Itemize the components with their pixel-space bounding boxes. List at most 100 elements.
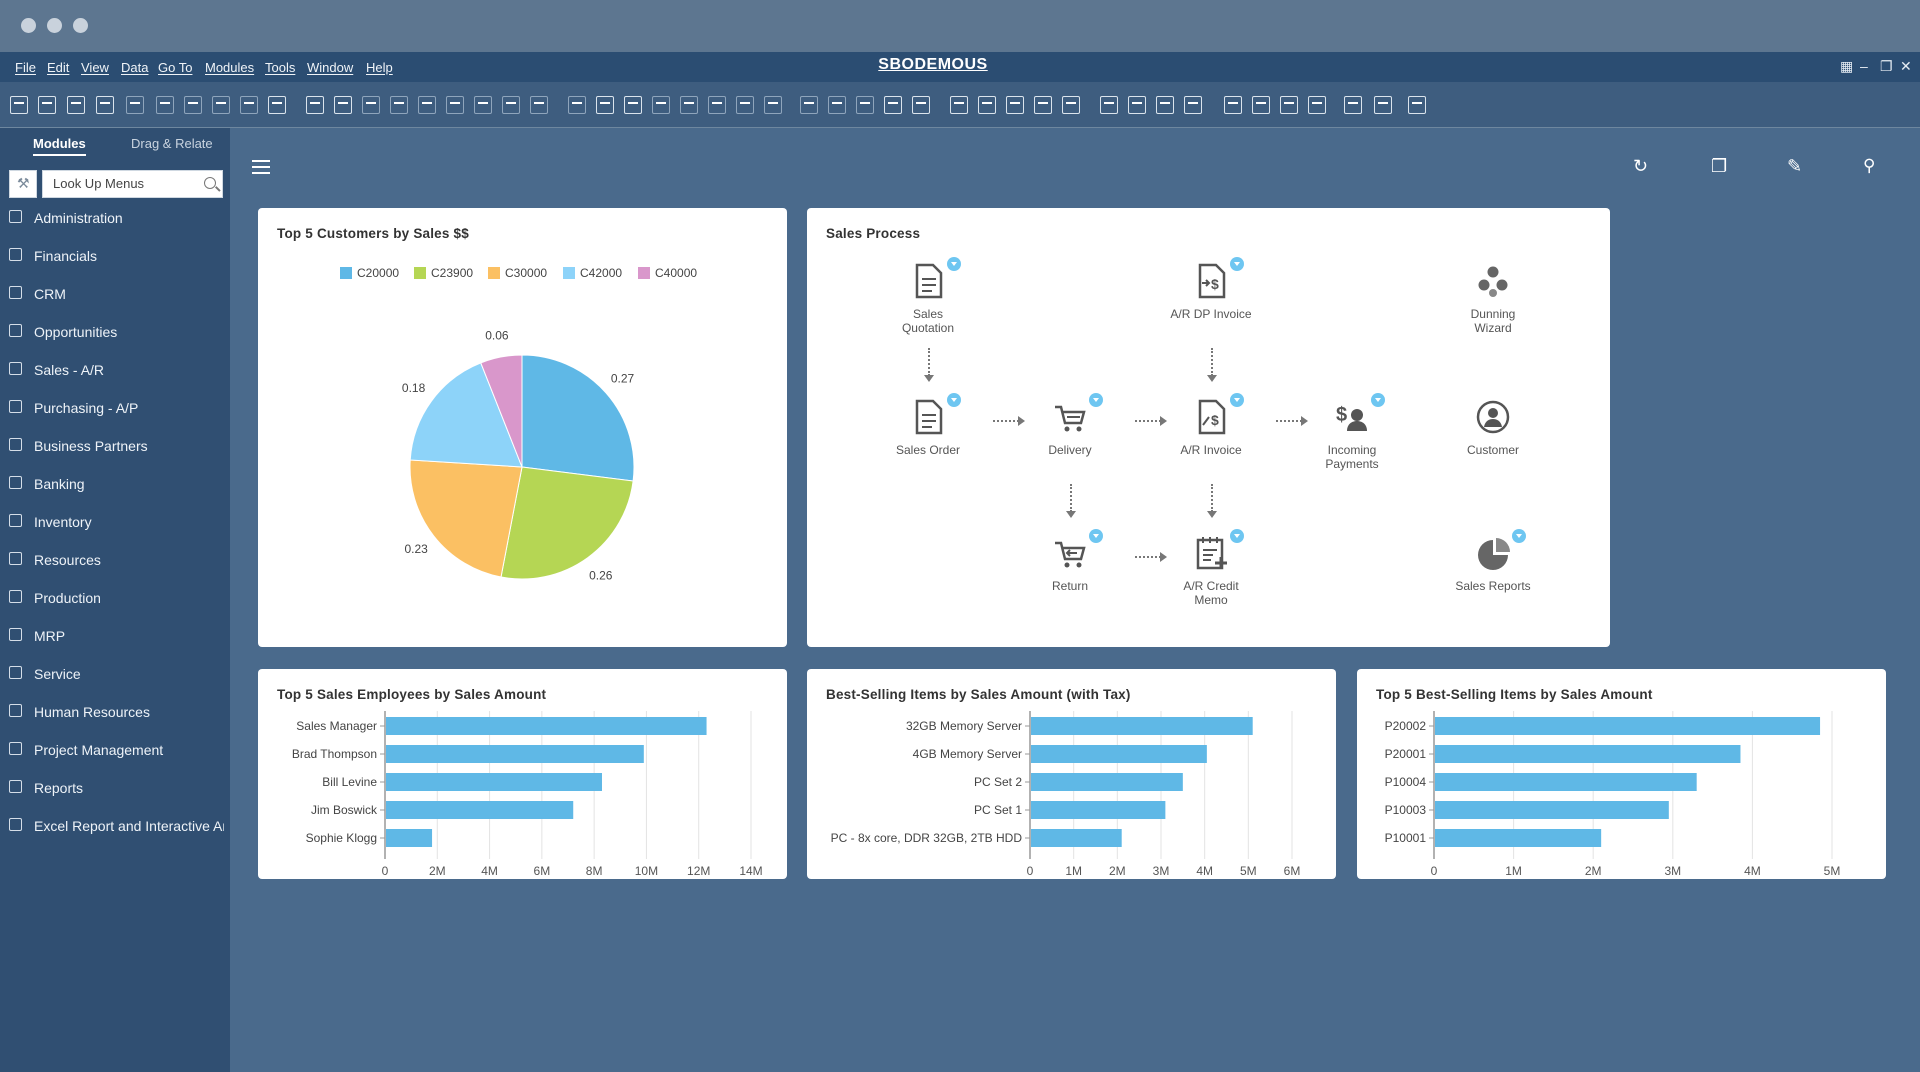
dropdown-badge-icon[interactable] [1230, 257, 1244, 271]
sidebar-item[interactable]: Sales - A/R [0, 354, 230, 384]
toolbar-tool-icon[interactable] [1374, 96, 1392, 114]
dropdown-badge-icon[interactable] [1089, 529, 1103, 543]
dropdown-badge-icon[interactable] [1089, 393, 1103, 407]
toolbar-tool-icon[interactable] [708, 96, 726, 114]
sidebar-item[interactable]: Financials [0, 240, 230, 270]
window-zoom-dot[interactable] [73, 18, 88, 33]
toolbar-tool-icon[interactable] [1006, 96, 1024, 114]
menu-tools[interactable]: Tools [265, 60, 296, 75]
tab-drag-relate[interactable]: Drag & Relate [131, 136, 213, 151]
sidebar-item[interactable]: Service [0, 658, 230, 688]
lookup-tool-button[interactable]: ⚒ [9, 170, 37, 198]
toolbar-tool-icon[interactable] [96, 96, 114, 114]
toolbar-tool-icon[interactable] [474, 96, 492, 114]
node-ar-dp-invoice[interactable]: $ A/R DP Invoice [1156, 257, 1266, 321]
toolbar-tool-icon[interactable] [268, 96, 286, 114]
legend-item[interactable]: C42000 [563, 266, 622, 280]
toolbar-tool-icon[interactable] [1280, 96, 1298, 114]
toolbar-tool-icon[interactable] [950, 96, 968, 114]
menu-go-to[interactable]: Go To [158, 60, 193, 75]
toolbar-tool-icon[interactable] [596, 96, 614, 114]
legend-item[interactable]: C23900 [414, 266, 473, 280]
toolbar-tool-icon[interactable] [828, 96, 846, 114]
toolbar-tool-icon[interactable] [334, 96, 352, 114]
node-return[interactable]: Return [1015, 529, 1125, 593]
toolbar-tool-icon[interactable] [1062, 96, 1080, 114]
copy-icon[interactable]: ❐ [1711, 156, 1728, 176]
dropdown-badge-icon[interactable] [1230, 393, 1244, 407]
hamburger-menu-icon[interactable] [252, 160, 270, 174]
toolbar-tool-icon[interactable] [800, 96, 818, 114]
toolbar-tool-icon[interactable] [10, 96, 28, 114]
toolbar-tool-icon[interactable] [126, 96, 144, 114]
dropdown-badge-icon[interactable] [1230, 529, 1244, 543]
sidebar-item[interactable]: Opportunities [0, 316, 230, 346]
sidebar-item[interactable]: Production [0, 582, 230, 612]
node-customer[interactable]: Customer [1438, 399, 1548, 457]
node-dunning-wizard[interactable]: Dunning Wizard [1438, 263, 1548, 335]
toolbar-tool-icon[interactable] [884, 96, 902, 114]
node-delivery[interactable]: Delivery [1015, 393, 1125, 457]
edit-pencil-icon[interactable]: ✎ [1787, 156, 1803, 176]
window-minimize-icon[interactable]: – [1860, 58, 1868, 74]
menu-modules[interactable]: Modules [205, 60, 255, 75]
toolbar-tool-icon[interactable] [1034, 96, 1052, 114]
sidebar-item[interactable]: Purchasing - A/P [0, 392, 230, 422]
toolbar-tool-icon[interactable] [156, 96, 174, 114]
lookup-menus-field[interactable] [42, 170, 223, 198]
sidebar-item[interactable]: Excel Report and Interactive Analysis [0, 810, 230, 840]
toolbar-tool-icon[interactable] [1344, 96, 1362, 114]
toolbar-tool-icon[interactable] [390, 96, 408, 114]
menu-file[interactable]: File [15, 60, 36, 75]
dropdown-badge-icon[interactable] [1512, 529, 1526, 543]
dropdown-badge-icon[interactable] [947, 393, 961, 407]
toolbar-tool-icon[interactable] [1184, 96, 1202, 114]
toolbar-tool-icon[interactable] [680, 96, 698, 114]
window-close-dot[interactable] [21, 18, 36, 33]
sidebar-item[interactable]: Human Resources [0, 696, 230, 726]
node-ar-invoice[interactable]: $ A/R Invoice [1156, 393, 1266, 457]
toolbar-tool-icon[interactable] [67, 96, 85, 114]
menu-view[interactable]: View [81, 60, 109, 75]
toolbar-tool-icon[interactable] [530, 96, 548, 114]
menu-data[interactable]: Data [121, 60, 149, 75]
toolbar-tool-icon[interactable] [1100, 96, 1118, 114]
sidebar-item[interactable]: Administration [0, 202, 230, 232]
toolbar-tool-icon[interactable] [502, 96, 520, 114]
node-ar-credit-memo[interactable]: A/R Credit Memo [1156, 529, 1266, 607]
sidebar-item[interactable]: Banking [0, 468, 230, 498]
sidebar-item[interactable]: Reports [0, 772, 230, 802]
toolbar-tool-icon[interactable] [736, 96, 754, 114]
toolbar-tool-icon[interactable] [1156, 96, 1174, 114]
lookup-menus-input[interactable] [53, 176, 193, 191]
toolbar-tool-icon[interactable] [184, 96, 202, 114]
search-icon[interactable]: ⚲ [1863, 156, 1876, 175]
toolbar-tool-icon[interactable] [1128, 96, 1146, 114]
toolbar-tool-icon[interactable] [568, 96, 586, 114]
node-sales-order[interactable]: Sales Order [873, 393, 983, 457]
toolbar-tool-icon[interactable] [240, 96, 258, 114]
sidebar-item[interactable]: CRM [0, 278, 230, 308]
menu-help[interactable]: Help [366, 60, 393, 75]
sidebar-item[interactable]: Business Partners [0, 430, 230, 460]
tab-modules[interactable]: Modules [33, 136, 86, 156]
window-minimize-dot[interactable] [47, 18, 62, 33]
toolbar-tool-icon[interactable] [446, 96, 464, 114]
legend-item[interactable]: C40000 [638, 266, 697, 280]
sidebar-item[interactable]: Resources [0, 544, 230, 574]
node-sales-reports[interactable]: Sales Reports [1438, 529, 1548, 593]
toolbar-tool-icon[interactable] [912, 96, 930, 114]
toolbar-tool-icon[interactable] [856, 96, 874, 114]
legend-item[interactable]: C20000 [340, 266, 399, 280]
toolbar-tool-icon[interactable] [418, 96, 436, 114]
legend-item[interactable]: C30000 [488, 266, 547, 280]
dropdown-badge-icon[interactable] [1371, 393, 1385, 407]
menu-window[interactable]: Window [307, 60, 354, 75]
menu-edit[interactable]: Edit [47, 60, 70, 75]
search-icon[interactable] [204, 177, 216, 189]
window-restore-icon[interactable]: ❐ [1880, 58, 1893, 74]
toolbar-tool-icon[interactable] [652, 96, 670, 114]
toolbar-tool-icon[interactable] [764, 96, 782, 114]
toolbar-tool-icon[interactable] [624, 96, 642, 114]
dropdown-badge-icon[interactable] [947, 257, 961, 271]
